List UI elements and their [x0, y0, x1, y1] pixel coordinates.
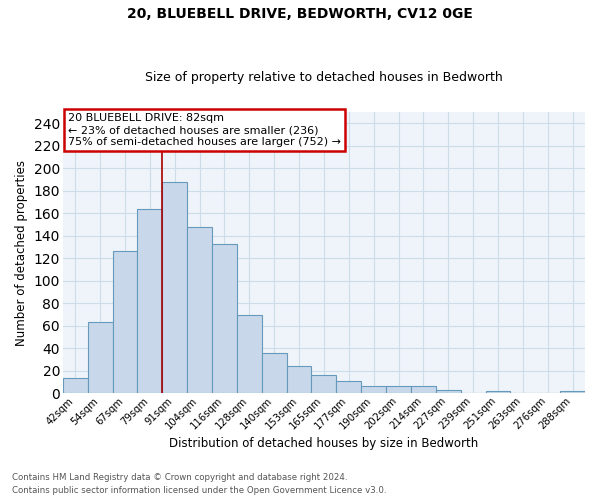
Bar [311, 375, 337, 393]
Bar [485, 391, 511, 393]
Text: 20 BLUEBELL DRIVE: 82sqm
← 23% of detached houses are smaller (236)
75% of semi-: 20 BLUEBELL DRIVE: 82sqm ← 23% of detach… [68, 114, 341, 146]
Bar [411, 386, 436, 393]
Bar [386, 386, 411, 393]
Bar [88, 322, 113, 393]
Bar [361, 386, 386, 393]
Bar [237, 316, 262, 393]
Bar [137, 208, 162, 393]
Bar [212, 244, 237, 393]
Bar [560, 391, 585, 393]
Bar [436, 390, 461, 393]
Bar [187, 226, 212, 393]
Bar [113, 252, 137, 393]
X-axis label: Distribution of detached houses by size in Bedworth: Distribution of detached houses by size … [169, 437, 479, 450]
Text: 20, BLUEBELL DRIVE, BEDWORTH, CV12 0GE: 20, BLUEBELL DRIVE, BEDWORTH, CV12 0GE [127, 8, 473, 22]
Bar [337, 380, 361, 393]
Bar [162, 182, 187, 393]
Y-axis label: Number of detached properties: Number of detached properties [15, 160, 28, 346]
Title: Size of property relative to detached houses in Bedworth: Size of property relative to detached ho… [145, 72, 503, 85]
Bar [63, 378, 88, 393]
Bar [262, 352, 287, 393]
Bar [287, 366, 311, 393]
Text: Contains HM Land Registry data © Crown copyright and database right 2024.
Contai: Contains HM Land Registry data © Crown c… [12, 474, 386, 495]
